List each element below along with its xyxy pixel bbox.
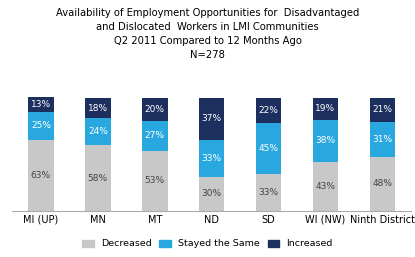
Bar: [256, 98, 281, 123]
Text: 33%: 33%: [259, 188, 278, 197]
Bar: [28, 97, 54, 112]
Bar: [256, 173, 281, 211]
Text: 31%: 31%: [372, 135, 393, 144]
Bar: [370, 98, 395, 122]
Text: 43%: 43%: [315, 182, 335, 191]
Text: 48%: 48%: [372, 179, 393, 188]
Bar: [256, 123, 281, 173]
Bar: [199, 140, 225, 177]
Text: 24%: 24%: [88, 127, 108, 136]
Text: 20%: 20%: [145, 105, 165, 114]
Text: 21%: 21%: [372, 105, 393, 114]
Text: 58%: 58%: [88, 173, 108, 182]
Bar: [85, 118, 111, 145]
Bar: [199, 177, 225, 211]
Text: 38%: 38%: [315, 136, 336, 145]
Text: 30%: 30%: [202, 189, 222, 198]
Text: 33%: 33%: [202, 154, 222, 163]
Text: 27%: 27%: [145, 131, 165, 140]
Bar: [85, 98, 111, 118]
Text: 53%: 53%: [145, 176, 165, 185]
Bar: [142, 151, 168, 211]
Text: 22%: 22%: [259, 106, 278, 115]
Bar: [142, 98, 168, 121]
Text: 37%: 37%: [202, 114, 222, 123]
Bar: [199, 98, 225, 140]
Text: 13%: 13%: [31, 100, 51, 109]
Bar: [312, 120, 338, 162]
Bar: [142, 121, 168, 151]
Text: 19%: 19%: [315, 104, 336, 113]
Legend: Decreased, Stayed the Same, Increased: Decreased, Stayed the Same, Increased: [78, 236, 337, 252]
Bar: [370, 122, 395, 157]
Text: 45%: 45%: [259, 144, 278, 153]
Bar: [370, 157, 395, 211]
Bar: [312, 162, 338, 211]
Bar: [85, 145, 111, 211]
Bar: [28, 140, 54, 211]
Text: 18%: 18%: [88, 104, 108, 113]
Bar: [28, 112, 54, 140]
Text: Availability of Employment Opportunities for  Disadvantaged
and Dislocated  Work: Availability of Employment Opportunities…: [56, 8, 359, 60]
Text: 25%: 25%: [31, 121, 51, 130]
Bar: [312, 98, 338, 120]
Text: 63%: 63%: [31, 171, 51, 180]
